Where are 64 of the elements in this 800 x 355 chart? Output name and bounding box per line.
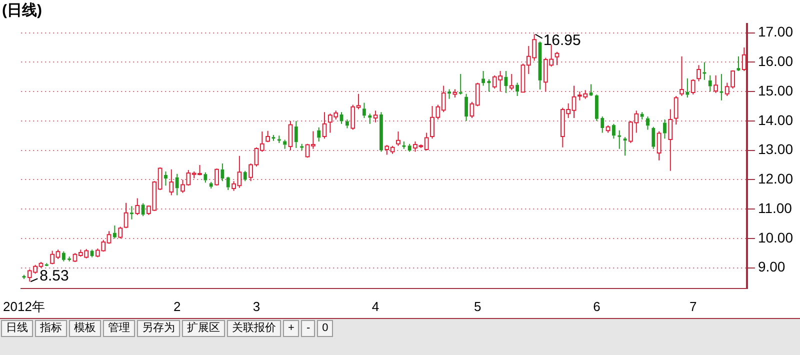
text: - [301, 320, 316, 337]
candlestick [663, 118, 666, 140]
text: + [283, 320, 300, 337]
candlestick [283, 139, 287, 150]
candlestick [708, 74, 712, 92]
text: 管理 [103, 320, 135, 337]
text: 模板 [69, 320, 101, 337]
candlestick [362, 102, 366, 119]
candlestick [317, 126, 321, 142]
y-tick-label: 16.00 [758, 53, 794, 70]
candlestick [112, 225, 116, 239]
candlestick [646, 116, 650, 130]
annotation: 8.53 [40, 267, 69, 284]
candlestick [62, 250, 66, 262]
text: 指标 [35, 320, 67, 337]
y-tick-label: 14.00 [758, 112, 794, 128]
x-tick-label: 5 [474, 298, 482, 314]
candlestick [618, 130, 622, 150]
candlestick [600, 116, 604, 134]
y-tick-label: 17.00 [758, 24, 794, 40]
text: 扩展区 [182, 320, 225, 337]
candlestick [226, 177, 230, 190]
candlestick [448, 88, 451, 100]
y-tick-label: 15.00 [758, 82, 794, 98]
x-tick-label: 4 [372, 298, 380, 314]
y-tick-label: 11.00 [758, 200, 792, 216]
candlestick [175, 173, 179, 196]
x-tick-label: 7 [689, 298, 697, 314]
text: 0 [317, 320, 334, 337]
text: 另存为 [137, 320, 180, 337]
candlestick [594, 94, 598, 122]
candlestick [164, 170, 168, 186]
candlestick [736, 56, 740, 70]
candlestick [294, 120, 298, 148]
candlestick [482, 70, 485, 86]
candlestick [652, 126, 656, 150]
candlestick [458, 73, 462, 96]
candlestick [408, 143, 412, 152]
candlestick [686, 78, 690, 98]
annotation: 16.95 [543, 32, 581, 49]
candlestick [141, 202, 145, 217]
candlestick [243, 170, 247, 182]
candlestick [612, 123, 616, 140]
candlestick [589, 84, 593, 96]
x-tick-label: 3 [252, 298, 260, 314]
y-tick-label: 13.00 [758, 141, 794, 158]
x-tick-label: 2 [173, 298, 181, 314]
candlestick [640, 112, 644, 120]
chart-title: (日线) [2, 2, 42, 20]
x-tick-label: 6 [593, 298, 600, 314]
candlestick [220, 163, 224, 182]
y-tick-label: 9.00 [758, 258, 786, 275]
y-tick-label: 12.00 [758, 170, 794, 187]
candlestick [702, 62, 706, 80]
x-tick-label: 2012年 [3, 298, 45, 314]
text: 关联报价 [227, 320, 281, 337]
candlestick [130, 206, 134, 220]
candlestick [516, 82, 520, 96]
candlestick [464, 93, 468, 122]
text: 日线 [1, 320, 33, 337]
candlestick [380, 112, 383, 152]
y-tick-label: 10.00 [758, 229, 794, 246]
candlestick [345, 118, 349, 129]
candlestick [720, 73, 724, 101]
